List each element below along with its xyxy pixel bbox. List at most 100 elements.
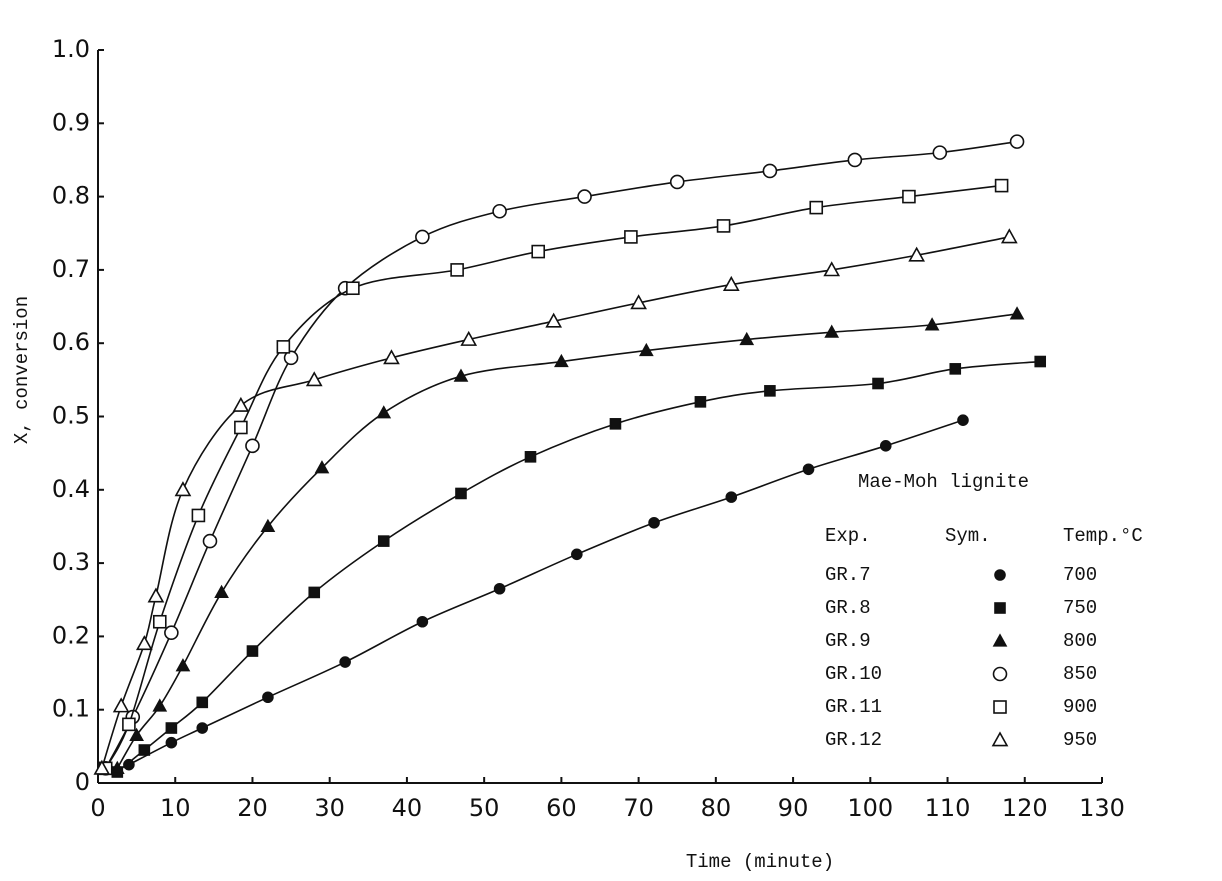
marker (340, 657, 350, 667)
fit-curve (117, 362, 1040, 772)
legend-header: Sym. (945, 525, 991, 547)
y-tick-label: 0.9 (52, 108, 90, 136)
marker (578, 190, 591, 203)
marker (166, 738, 176, 748)
legend-symbol (994, 668, 1007, 681)
legend-symbol (993, 733, 1007, 746)
legend-header: Temp.°C (1063, 525, 1143, 547)
marker (176, 483, 190, 496)
marker (610, 419, 620, 429)
marker (933, 146, 946, 159)
y-tick-label: 0.2 (52, 621, 90, 649)
legend-temp: 700 (1063, 564, 1097, 586)
marker (246, 439, 259, 452)
x-tick-label: 20 (237, 794, 268, 822)
x-tick-label: 60 (546, 794, 577, 822)
marker (525, 452, 535, 462)
y-tick-label: 0.6 (52, 328, 90, 356)
legend-title: Mae-Moh lignite (858, 471, 1029, 493)
marker (216, 586, 228, 597)
legend-symbol (994, 701, 1006, 713)
marker (958, 415, 968, 425)
x-tick-label: 100 (847, 794, 893, 822)
marker (718, 220, 730, 232)
marker (263, 692, 273, 702)
marker (625, 231, 637, 243)
x-tick-label: 90 (778, 794, 809, 822)
marker (197, 697, 207, 707)
x-tick-label: 0 (90, 794, 105, 822)
y-tick-label: 0.1 (52, 695, 90, 723)
marker (234, 399, 248, 412)
legend-name: GR.9 (825, 630, 871, 652)
marker (532, 246, 544, 258)
marker (347, 282, 359, 294)
y-tick-label: 1.0 (52, 35, 90, 63)
x-axis-label: Time (minute) (686, 851, 834, 873)
x-tick-label: 120 (1002, 794, 1048, 822)
marker (903, 191, 915, 203)
legend-temp: 900 (1063, 696, 1097, 718)
legend-name: GR.7 (825, 564, 871, 586)
marker (495, 584, 505, 594)
y-tick-label: 0.4 (52, 475, 90, 503)
marker (165, 626, 178, 639)
legend-name: GR.12 (825, 729, 882, 751)
marker (192, 509, 204, 521)
marker (123, 718, 135, 730)
legend-name: GR.8 (825, 597, 871, 619)
marker (649, 518, 659, 528)
y-tick-label: 0.8 (52, 182, 90, 210)
marker (1002, 230, 1016, 243)
marker (804, 464, 814, 474)
legend-symbol (994, 635, 1006, 646)
x-tick-label: 80 (701, 794, 732, 822)
marker (277, 341, 289, 353)
marker (197, 723, 207, 733)
page: {"chart_data": { "type": "scatter", "xla… (0, 0, 1222, 881)
marker (1011, 308, 1023, 319)
x-tick-label: 130 (1079, 794, 1125, 822)
x-tick-label: 50 (469, 794, 500, 822)
chart: Time (minute) X, conversion Mae-Moh lign… (0, 0, 1222, 881)
marker (379, 536, 389, 546)
x-tick-label: 110 (925, 794, 971, 822)
marker (166, 723, 176, 733)
legend-temp: 850 (1063, 663, 1097, 685)
legend-temp: 750 (1063, 597, 1097, 619)
y-axis-label: X, conversion (11, 296, 33, 444)
x-tick-label: 40 (392, 794, 423, 822)
legend-header: Exp. (825, 525, 871, 547)
legend-temp: 950 (1063, 729, 1097, 751)
marker (726, 492, 736, 502)
marker (154, 700, 166, 711)
legend-name: GR.10 (825, 663, 882, 685)
marker (309, 587, 319, 597)
legend-symbol (995, 603, 1005, 613)
marker (137, 637, 151, 650)
legend-name: GR.11 (825, 696, 882, 718)
x-tick-label: 30 (314, 794, 345, 822)
marker (572, 549, 582, 559)
y-tick-label: 0.7 (52, 255, 90, 283)
marker (873, 379, 883, 389)
x-tick-label: 70 (623, 794, 654, 822)
legend-symbol (995, 570, 1005, 580)
marker (1011, 135, 1024, 148)
marker (456, 488, 466, 498)
marker (154, 616, 166, 628)
y-tick-label: 0 (75, 768, 90, 796)
marker (235, 421, 247, 433)
marker (417, 617, 427, 627)
marker (451, 264, 463, 276)
marker (810, 202, 822, 214)
marker (493, 205, 506, 218)
marker (671, 175, 684, 188)
y-tick-label: 0.5 (52, 402, 90, 430)
marker (763, 164, 776, 177)
marker (114, 699, 128, 712)
marker (139, 745, 149, 755)
marker (881, 441, 891, 451)
marker (950, 364, 960, 374)
x-tick-label: 10 (160, 794, 191, 822)
